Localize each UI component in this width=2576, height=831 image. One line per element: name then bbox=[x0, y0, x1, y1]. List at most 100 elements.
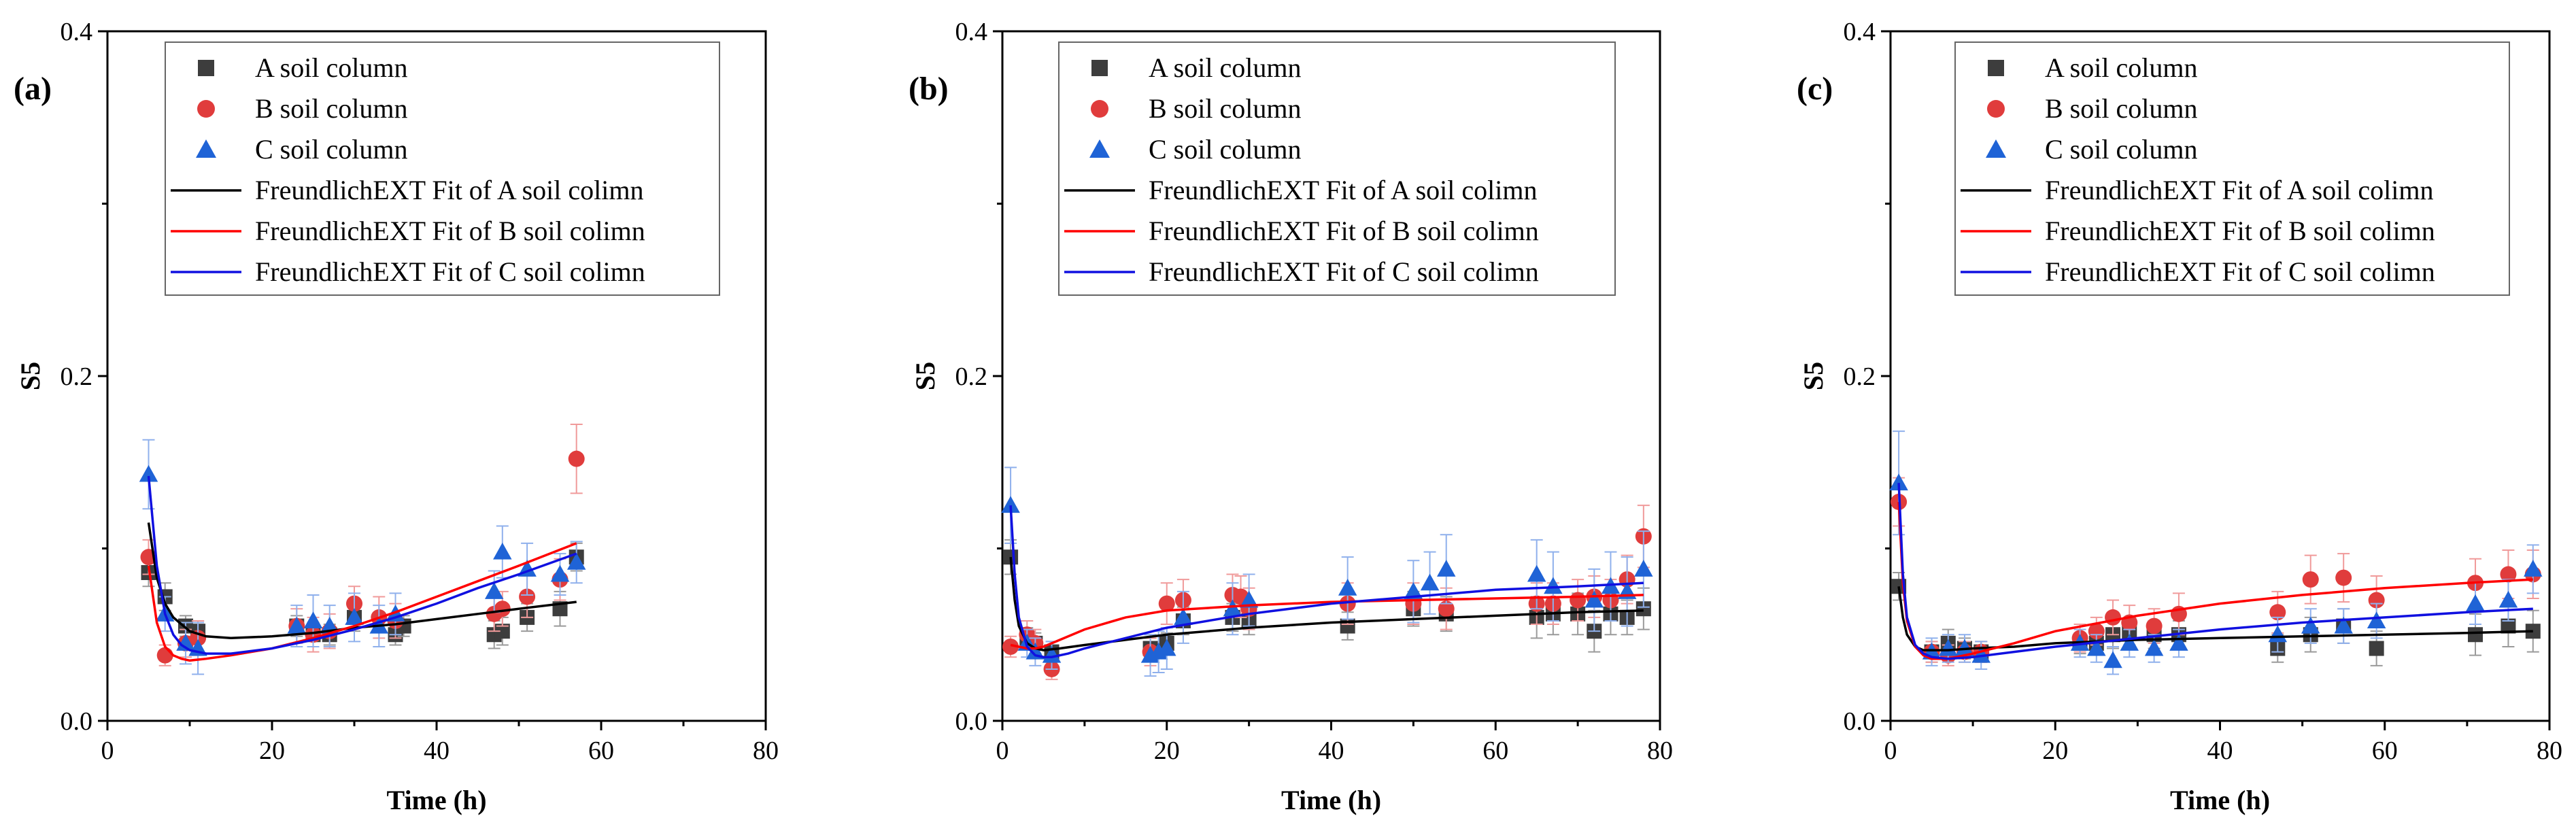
x-tick-label: 60 bbox=[1482, 736, 1508, 765]
data-point-C bbox=[345, 608, 364, 625]
panel-label: (a) bbox=[14, 71, 52, 107]
x-tick-label: 20 bbox=[259, 736, 285, 765]
square-marker-icon bbox=[1988, 60, 2004, 76]
x-tick-label: 0 bbox=[996, 736, 1009, 765]
x-tick-label: 20 bbox=[1154, 736, 1180, 765]
circle-marker-icon bbox=[1987, 100, 2005, 118]
x-tick-label: 0 bbox=[101, 736, 114, 765]
series-C bbox=[1001, 467, 1653, 677]
data-point-B bbox=[1158, 595, 1175, 612]
circle-marker-icon bbox=[197, 100, 215, 118]
data-point-C bbox=[1157, 639, 1176, 656]
data-point-A bbox=[494, 624, 510, 639]
y-axis-title: S5 bbox=[910, 362, 940, 390]
legend-label: B soil column bbox=[2045, 93, 2197, 124]
y-tick-label: 0.4 bbox=[955, 18, 988, 46]
y-tick-label: 0.4 bbox=[61, 18, 93, 46]
series-A bbox=[141, 542, 584, 649]
square-marker-icon bbox=[1091, 60, 1108, 76]
y-tick-label: 0.2 bbox=[1844, 362, 1876, 391]
legend-label: FreundlichEXT Fit of C soil colimn bbox=[2045, 256, 2435, 287]
legend-label: FreundlichEXT Fit of B soil colimn bbox=[255, 216, 645, 246]
series-C bbox=[1889, 430, 2543, 675]
legend-box bbox=[1058, 41, 1616, 296]
data-point-B bbox=[1570, 592, 1587, 609]
data-point-B bbox=[568, 450, 585, 467]
data-point-C bbox=[1420, 573, 1440, 591]
data-point-C bbox=[1042, 645, 1062, 663]
data-point-C bbox=[287, 616, 307, 634]
square-marker-icon bbox=[198, 60, 214, 76]
legend-label: FreundlichEXT Fit of C soil colimn bbox=[255, 256, 645, 287]
legend-label: A soil column bbox=[255, 52, 407, 83]
legend-label: C soil column bbox=[255, 134, 407, 165]
data-point-A bbox=[1636, 601, 1651, 617]
data-point-C bbox=[1544, 577, 1563, 594]
data-point-C bbox=[493, 542, 512, 560]
data-point-C bbox=[176, 634, 195, 651]
y-tick-label: 0.2 bbox=[61, 362, 93, 391]
x-tick-label: 40 bbox=[2207, 736, 2233, 765]
x-tick-label: 60 bbox=[2372, 736, 2398, 765]
data-point-C bbox=[2466, 594, 2485, 611]
data-point-C bbox=[1174, 608, 1193, 625]
fit-line-A bbox=[147, 522, 577, 640]
y-axis-title: S5 bbox=[15, 362, 46, 390]
data-point-B bbox=[156, 647, 173, 664]
x-tick-label: 80 bbox=[753, 736, 779, 765]
legend-label: FreundlichEXT Fit of B soil colimn bbox=[1149, 216, 1539, 246]
data-point-C bbox=[2120, 634, 2139, 651]
y-axis-title: S5 bbox=[1798, 362, 1829, 390]
data-point-C bbox=[2268, 625, 2288, 643]
data-point-B bbox=[519, 588, 536, 605]
x-axis-title: Time (h) bbox=[2170, 785, 2270, 815]
data-point-C bbox=[1971, 645, 1990, 663]
data-point-C bbox=[1404, 582, 1423, 599]
x-tick-label: 80 bbox=[2537, 736, 2562, 765]
panel-label: (b) bbox=[909, 71, 949, 107]
data-point-B bbox=[2269, 604, 2286, 621]
x-tick-label: 40 bbox=[1319, 736, 1344, 765]
data-point-B bbox=[494, 600, 511, 617]
legend-label: B soil column bbox=[1149, 93, 1301, 124]
data-point-B bbox=[2500, 566, 2517, 583]
y-tick-label: 0.0 bbox=[1844, 707, 1876, 736]
legend-label: FreundlichEXT Fit of A soil colimn bbox=[1149, 175, 1537, 205]
legend-label: FreundlichEXT Fit of B soil colimn bbox=[2045, 216, 2435, 246]
data-point-C bbox=[1001, 496, 1020, 513]
data-point-A bbox=[2467, 627, 2483, 643]
legend-box bbox=[1954, 41, 2510, 296]
x-tick-label: 40 bbox=[424, 736, 450, 765]
triangle-marker-icon bbox=[1986, 139, 2006, 158]
legend-label: A soil column bbox=[2045, 52, 2197, 83]
data-point-C bbox=[2103, 651, 2122, 668]
legend-label: FreundlichEXT Fit of A soil colimn bbox=[255, 175, 643, 205]
data-point-C bbox=[2524, 560, 2543, 577]
data-point-C bbox=[2301, 616, 2320, 634]
data-point-C bbox=[1955, 639, 1974, 656]
legend-label: C soil column bbox=[1149, 134, 1301, 165]
data-point-B bbox=[1002, 638, 1019, 655]
data-point-B bbox=[2335, 569, 2352, 586]
legend: A soil column B soil column C soil column F… bbox=[1954, 41, 2510, 296]
series-C bbox=[139, 439, 586, 675]
data-point-C bbox=[2367, 611, 2386, 628]
data-point-B bbox=[2146, 617, 2163, 634]
legend-label: A soil column bbox=[1149, 52, 1301, 83]
chart-panel-1: 0 20 40 60 80 0.0 0.2 0.4 Time (h) S5 (a) A soil co… bbox=[14, 18, 779, 815]
triangle-marker-icon bbox=[196, 139, 216, 158]
data-point-C bbox=[2498, 590, 2518, 608]
legend-label: FreundlichEXT Fit of C soil colimn bbox=[1149, 256, 1539, 287]
x-tick-label: 0 bbox=[1884, 736, 1897, 765]
data-point-C bbox=[2144, 639, 2164, 656]
data-point-C bbox=[1584, 590, 1604, 608]
legend-label: C soil column bbox=[2045, 134, 2197, 165]
data-point-A bbox=[2369, 641, 2384, 656]
x-tick-label: 20 bbox=[2042, 736, 2068, 765]
y-tick-label: 0.0 bbox=[955, 707, 988, 736]
x-axis-title: Time (h) bbox=[386, 785, 486, 815]
data-point-B bbox=[1438, 600, 1455, 617]
data-point-C bbox=[303, 611, 323, 628]
data-point-C bbox=[1889, 473, 1908, 491]
